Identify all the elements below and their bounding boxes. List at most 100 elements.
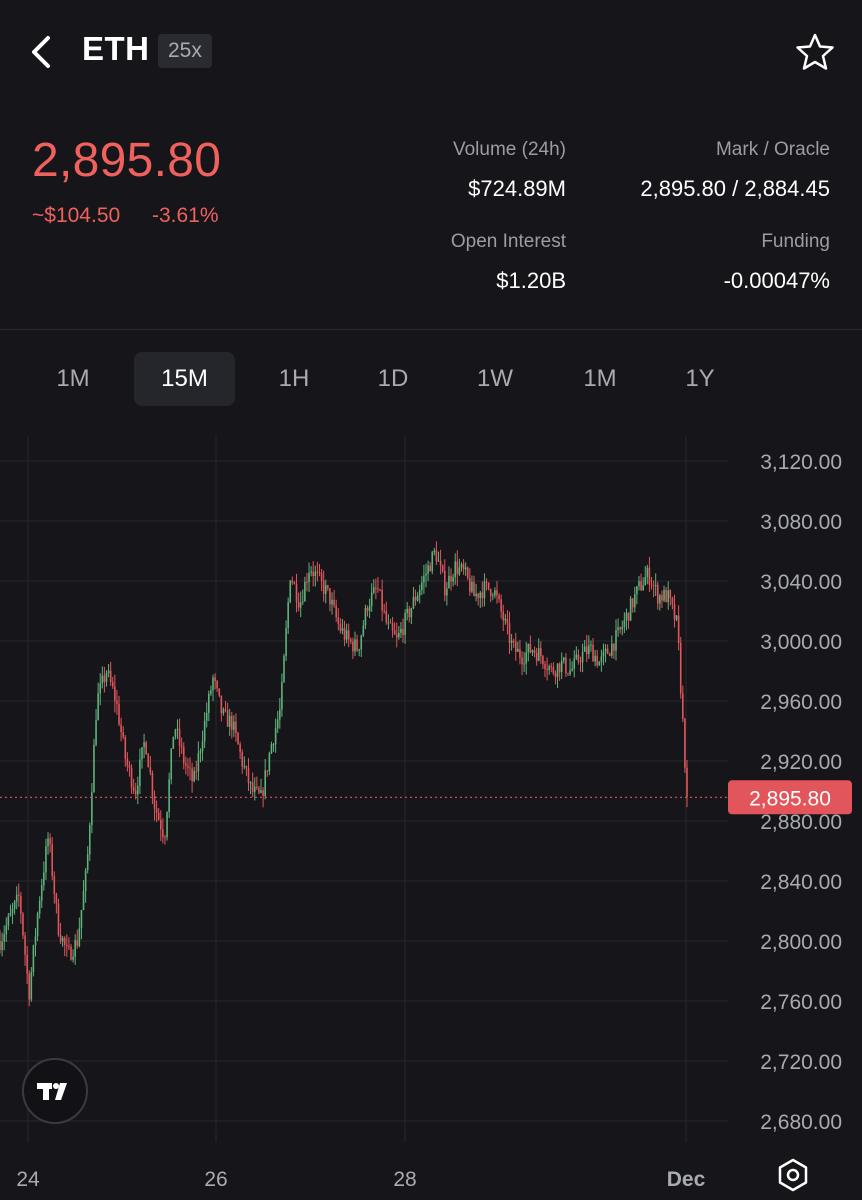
candle-body	[5, 925, 8, 935]
candle-body	[458, 567, 461, 575]
leverage-badge[interactable]: 25x	[158, 34, 212, 68]
x-tick-label: 26	[204, 1168, 227, 1191]
candle-body	[49, 838, 51, 845]
candle-body	[631, 598, 634, 608]
candle-body	[293, 582, 296, 584]
chevron-left-icon[interactable]	[26, 30, 60, 74]
candle-body	[205, 712, 208, 721]
timeframe-tab-1d[interactable]: 1D	[377, 365, 409, 392]
candle-body	[239, 744, 241, 753]
candle-body	[130, 767, 133, 788]
timeframe-tab-1m[interactable]: 1M	[56, 365, 90, 392]
candle-body	[157, 812, 160, 820]
candle-body	[350, 639, 352, 642]
timeframe-tab-15m[interactable]: 15M	[134, 352, 235, 406]
candle-body	[176, 728, 179, 730]
y-tick-label: 2,920.00	[760, 751, 842, 774]
candle-body	[583, 646, 586, 652]
last-price: 2,895.80	[32, 134, 222, 187]
candle-body	[608, 653, 611, 656]
candle-body	[464, 567, 467, 570]
star-outline-icon[interactable]	[795, 32, 835, 72]
candle-body	[224, 709, 227, 711]
candle-body	[24, 935, 26, 955]
y-tick-label: 3,120.00	[760, 451, 842, 474]
candle-body	[91, 792, 93, 825]
candle-body	[531, 650, 534, 653]
candle-body	[659, 595, 661, 604]
candle-body	[423, 575, 425, 583]
candle-body	[621, 627, 624, 630]
candle-body	[168, 779, 170, 813]
candle-body	[36, 913, 39, 937]
candle-body	[74, 940, 76, 957]
candle-body	[316, 571, 319, 573]
candle-body	[466, 567, 469, 579]
candle-body	[297, 601, 300, 608]
tradingview-glyph	[37, 1083, 67, 1100]
candle-body	[97, 693, 99, 721]
candle-body	[182, 747, 185, 764]
candle-body	[0, 941, 1, 950]
candle-body	[299, 602, 302, 608]
candle-body	[485, 581, 488, 583]
candle-body	[95, 720, 97, 745]
candle-body	[366, 607, 369, 612]
candle-body	[606, 648, 609, 654]
timeframe-tab-1y[interactable]: 1Y	[685, 365, 715, 392]
candle-body	[249, 782, 252, 784]
candle-body	[203, 720, 206, 742]
candle-body	[283, 655, 285, 683]
candle-body	[581, 651, 584, 663]
candle-body	[479, 592, 482, 599]
current-price-label: 2,895.80	[749, 787, 831, 810]
candle-body	[494, 590, 496, 596]
candle-body	[519, 648, 521, 658]
candle-body	[594, 655, 596, 662]
candle-body	[82, 891, 85, 910]
candle-body	[492, 595, 494, 597]
candle-body	[143, 742, 145, 748]
candle-body	[34, 936, 37, 946]
candle-body	[51, 844, 54, 877]
candle-body	[475, 593, 477, 597]
tradingview-logo-icon[interactable]	[22, 1058, 88, 1124]
candle-body	[172, 736, 175, 749]
candle-body	[389, 622, 392, 624]
candle-body	[381, 589, 383, 611]
candle-body	[421, 582, 423, 590]
candle-body	[235, 721, 237, 733]
timeframe-tab-1h[interactable]: 1H	[278, 365, 310, 392]
candle-body	[370, 592, 373, 606]
candle-body	[452, 577, 454, 582]
y-tick-label: 2,680.00	[760, 1111, 842, 1134]
candle-body	[654, 584, 657, 586]
candle-body	[418, 589, 421, 596]
current-price-badge	[728, 780, 852, 815]
candle-body	[598, 662, 601, 666]
candle-body	[533, 650, 536, 653]
candle-body	[327, 585, 329, 589]
candle-body	[521, 657, 523, 665]
candle-body	[222, 709, 225, 714]
candle-body	[30, 972, 33, 1000]
candle-body	[686, 767, 688, 798]
candle-body	[565, 657, 567, 674]
candle-body	[611, 643, 613, 656]
candle-body	[600, 656, 603, 663]
candle-body	[498, 595, 500, 600]
candle-body	[540, 648, 542, 657]
candle-body	[636, 586, 638, 595]
hexagon-gear-icon[interactable]	[776, 1158, 810, 1192]
candle-body	[20, 895, 22, 914]
candle-body	[433, 550, 436, 553]
candle-body	[337, 617, 340, 625]
candle-body	[43, 872, 45, 886]
candle-body	[425, 573, 427, 576]
price-chart[interactable]: 3,120.00 3,080.00 3,040.00 3,000.00 2,960.00…	[0, 436, 862, 1200]
timeframe-tab-1mo[interactable]: 1M	[583, 365, 617, 392]
candle-body	[166, 812, 168, 838]
timeframe-tab-1w[interactable]: 1W	[477, 365, 513, 392]
candle-body	[76, 940, 79, 946]
candle-body	[226, 710, 229, 727]
